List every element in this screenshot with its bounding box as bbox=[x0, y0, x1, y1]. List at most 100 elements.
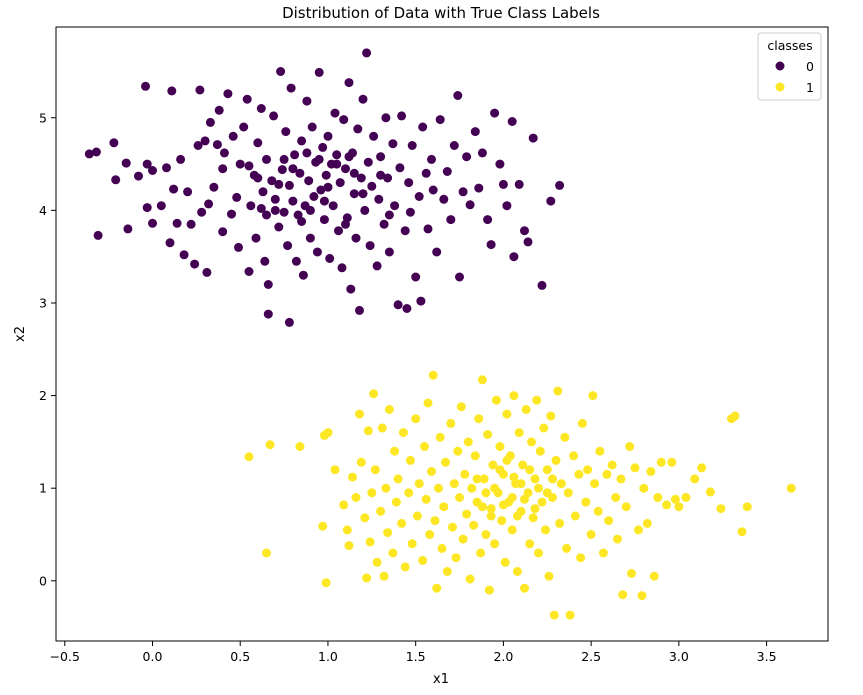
point-class-0-12 bbox=[148, 166, 157, 175]
point-class-1-39 bbox=[407, 539, 417, 549]
point-class-1-42 bbox=[414, 479, 424, 489]
point-class-1-11 bbox=[344, 541, 354, 551]
point-class-1-52 bbox=[434, 483, 443, 493]
point-class-0-98 bbox=[341, 164, 350, 174]
point-class-1-36 bbox=[400, 562, 410, 572]
point-class-0-153 bbox=[477, 148, 487, 158]
point-class-1-62 bbox=[453, 446, 463, 456]
point-class-0-44 bbox=[242, 94, 252, 104]
point-class-0-42 bbox=[235, 159, 245, 169]
point-class-1-63 bbox=[455, 493, 464, 502]
point-class-1-68 bbox=[463, 437, 473, 447]
point-class-1-81 bbox=[486, 504, 496, 514]
point-class-1-155 bbox=[649, 571, 659, 581]
point-class-0-113 bbox=[367, 181, 377, 191]
point-class-1-23 bbox=[372, 557, 382, 567]
point-class-0-176 bbox=[341, 219, 350, 229]
point-class-0-55 bbox=[263, 309, 273, 319]
point-class-1-10 bbox=[342, 525, 352, 535]
point-class-1-77 bbox=[479, 474, 489, 484]
point-class-1-136 bbox=[593, 506, 603, 516]
point-class-1-56 bbox=[441, 457, 450, 467]
point-class-0-14 bbox=[162, 163, 171, 173]
point-class-1-134 bbox=[588, 391, 598, 401]
point-class-1-61 bbox=[451, 553, 461, 563]
point-class-0-86 bbox=[319, 215, 329, 225]
point-class-0-54 bbox=[263, 280, 273, 289]
point-class-0-4 bbox=[111, 175, 121, 185]
point-class-1-94 bbox=[509, 391, 519, 401]
point-class-1-4 bbox=[318, 521, 328, 531]
x-tick-label: 3.5 bbox=[757, 649, 777, 664]
point-class-0-136 bbox=[421, 168, 431, 178]
point-class-0-116 bbox=[374, 194, 384, 204]
point-class-1-149 bbox=[630, 463, 640, 473]
y-tick-label: 2 bbox=[39, 388, 47, 403]
point-class-1-82 bbox=[488, 460, 498, 470]
point-class-0-188 bbox=[344, 152, 354, 162]
point-class-1-40 bbox=[411, 414, 421, 424]
point-class-1-38 bbox=[405, 455, 415, 465]
point-class-1-150 bbox=[634, 525, 643, 535]
point-class-0-150 bbox=[465, 200, 475, 210]
point-class-0-114 bbox=[369, 131, 379, 141]
point-class-1-163 bbox=[690, 474, 700, 484]
point-class-0-130 bbox=[405, 207, 415, 217]
point-class-0-181 bbox=[305, 205, 315, 215]
point-class-0-2 bbox=[93, 230, 103, 240]
point-class-0-74 bbox=[298, 270, 308, 280]
chart-title: Distribution of Data with True Class Lab… bbox=[282, 4, 600, 22]
point-class-1-162 bbox=[681, 493, 691, 502]
point-class-1-158 bbox=[662, 500, 672, 510]
point-class-1-103 bbox=[525, 539, 535, 549]
point-class-0-100 bbox=[344, 78, 354, 88]
point-class-0-65 bbox=[284, 180, 294, 190]
point-class-1-119 bbox=[553, 386, 563, 396]
point-class-1-138 bbox=[598, 548, 608, 558]
x-tick-label: 1.0 bbox=[318, 649, 338, 664]
point-class-1-109 bbox=[535, 446, 545, 456]
point-class-0-91 bbox=[328, 201, 338, 211]
point-class-0-101 bbox=[346, 284, 356, 294]
point-class-0-63 bbox=[281, 127, 291, 137]
point-class-0-123 bbox=[390, 201, 400, 211]
point-class-1-1 bbox=[262, 548, 271, 558]
point-class-0-112 bbox=[365, 241, 375, 251]
point-class-0-56 bbox=[267, 176, 277, 186]
point-class-0-0 bbox=[84, 149, 94, 159]
legend: classes 0 1 bbox=[757, 32, 822, 101]
point-class-1-79 bbox=[483, 430, 493, 439]
point-class-0-11 bbox=[148, 218, 157, 228]
point-class-0-80 bbox=[309, 192, 319, 201]
point-class-1-50 bbox=[430, 516, 440, 526]
point-class-1-48 bbox=[427, 467, 436, 476]
point-class-1-76 bbox=[477, 375, 487, 385]
point-class-0-179 bbox=[262, 210, 271, 220]
point-class-0-160 bbox=[507, 117, 517, 126]
point-class-1-148 bbox=[627, 568, 636, 578]
point-class-0-35 bbox=[218, 164, 228, 174]
point-class-1-75 bbox=[476, 548, 486, 558]
x-tick-label: −0.5 bbox=[50, 649, 80, 664]
point-class-1-71 bbox=[469, 520, 479, 530]
point-class-1-179 bbox=[495, 465, 505, 475]
point-class-1-164 bbox=[697, 463, 707, 473]
point-class-0-50 bbox=[256, 104, 266, 113]
point-class-0-105 bbox=[353, 124, 363, 134]
point-class-1-93 bbox=[507, 525, 517, 535]
point-class-1-64 bbox=[456, 402, 466, 412]
point-class-0-142 bbox=[439, 194, 449, 204]
point-class-1-27 bbox=[381, 483, 391, 493]
point-class-0-23 bbox=[190, 259, 200, 269]
point-class-1-126 bbox=[569, 451, 579, 461]
legend-box bbox=[757, 32, 822, 101]
point-class-1-121 bbox=[556, 479, 566, 489]
point-class-1-152 bbox=[639, 483, 649, 493]
point-class-1-43 bbox=[418, 555, 428, 565]
point-class-1-133 bbox=[586, 530, 596, 539]
point-class-0-178 bbox=[279, 154, 289, 164]
point-class-1-170 bbox=[742, 502, 752, 512]
point-class-1-19 bbox=[365, 537, 375, 547]
point-class-0-66 bbox=[284, 317, 294, 327]
